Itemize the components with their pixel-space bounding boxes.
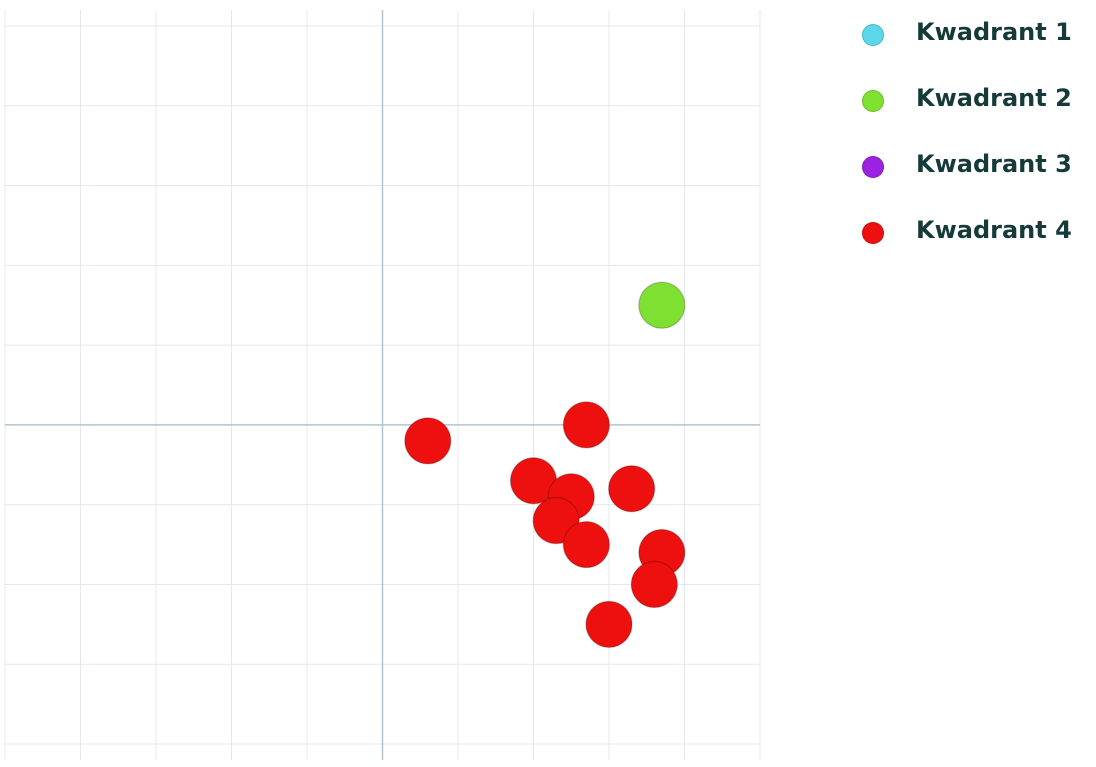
legend-label: Kwadrant 3 <box>916 146 1072 182</box>
legend-marker <box>862 156 884 178</box>
legend-item-kwadrant-4[interactable]: Kwadrant 4 <box>858 212 1088 248</box>
legend-marker <box>862 24 884 46</box>
data-point-kwadrant-2 <box>639 282 685 328</box>
legend-item-kwadrant-1[interactable]: Kwadrant 1 <box>858 14 1088 50</box>
data-point-kwadrant-4 <box>609 466 655 512</box>
data-point-kwadrant-4 <box>631 561 677 607</box>
legend-label: Kwadrant 2 <box>916 80 1072 116</box>
legend-label: Kwadrant 1 <box>916 14 1072 50</box>
legend-item-kwadrant-3[interactable]: Kwadrant 3 <box>858 146 1088 182</box>
legend-marker <box>862 222 884 244</box>
axes <box>5 10 760 760</box>
data-point-kwadrant-4 <box>563 522 609 568</box>
legend: Kwadrant 1 Kwadrant 2 Kwadrant 3 Kwadran… <box>858 14 1088 278</box>
data-point-kwadrant-4 <box>405 418 451 464</box>
data-point-kwadrant-4 <box>563 402 609 448</box>
data-point-kwadrant-4 <box>586 601 632 647</box>
legend-marker <box>862 90 884 112</box>
data-points <box>405 282 685 647</box>
legend-label: Kwadrant 4 <box>916 212 1072 248</box>
legend-item-kwadrant-2[interactable]: Kwadrant 2 <box>858 80 1088 116</box>
